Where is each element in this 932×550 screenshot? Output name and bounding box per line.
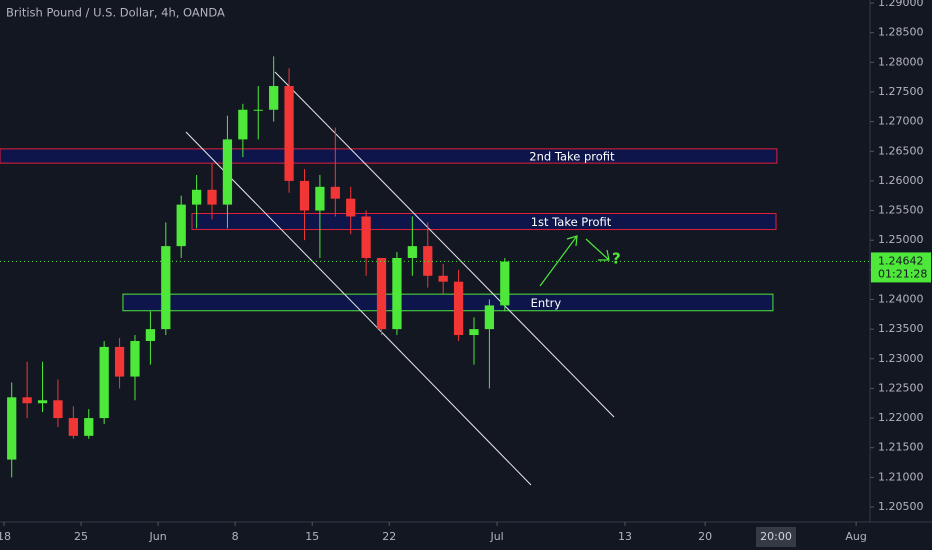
candle-body [346,198,356,217]
y-tick-label: 1.29000 [878,0,924,9]
zone [0,148,778,164]
zone [191,213,777,231]
candle-body [376,257,387,330]
x-tick-label: 22 [382,530,396,543]
x-tick-label: 8 [232,530,239,543]
x-tick-label: Jun [149,530,167,543]
projection-arrows [539,235,610,287]
countdown-label: 01:21:28 [878,267,927,280]
candle-body [145,329,156,341]
candle-body [191,189,202,205]
y-tick-label: 1.21500 [878,441,924,454]
last-price-label: 1.24642 [878,254,924,267]
candle-body [68,418,78,436]
zones: 2nd Take profit 1st Take Profit Entry [0,148,778,312]
candle-body [253,109,263,111]
crosshair-label: 20:00 [760,530,792,543]
zone-label: Entry [531,296,562,310]
candle-body [84,418,94,436]
candle-body [284,86,294,181]
candle-body [7,397,17,460]
zone [122,293,774,312]
y-tick-label: 1.23500 [878,322,924,335]
chart-title: British Pound / U.S. Dollar, 4h, OANDA [6,6,225,20]
candle-body [438,275,448,282]
y-tick-label: 1.25000 [878,233,924,246]
y-tick-label: 1.26500 [878,144,924,157]
candle-body [500,261,510,306]
y-tick-label: 1.26000 [878,174,924,187]
channel-line [185,131,532,486]
arrow [539,235,578,287]
x-tick-label: Jul [489,530,503,543]
zone-label: 2nd Take profit [529,149,615,163]
question-mark: ? [612,250,621,268]
candle-body [176,204,186,247]
candle-body [330,186,340,199]
y-tick-label: 1.24000 [878,292,924,305]
y-tick-label: 1.27000 [878,115,924,128]
y-tick-label: 1.25500 [878,204,924,217]
candle-body [315,186,325,211]
candle-body [222,139,233,205]
candle-body [423,246,433,276]
candle-body [238,109,248,140]
y-tick-label: 1.28500 [878,26,924,39]
candle-body [269,86,279,110]
arrow [585,238,610,261]
y-tick-label: 1.22500 [878,381,924,394]
y-tick-label: 1.22000 [878,411,924,424]
y-tick-label: 1.21000 [878,470,924,483]
candles [7,56,510,478]
candle-body [114,346,125,377]
x-tick-label: 18 [0,530,11,543]
candle-body [407,246,417,258]
y-tick-label: 1.20500 [878,500,924,513]
y-tick-label: 1.28000 [878,55,924,68]
crosshair-label-box [756,527,797,547]
arrow-head [598,249,610,261]
x-tick-label: 13 [618,530,632,543]
channel-line [274,71,615,418]
candle-body [22,397,32,404]
x-tick-label: 15 [305,530,319,543]
candle-body [299,180,310,211]
zone-label: 1st Take Profit [531,215,612,229]
candle-body [361,216,371,258]
candle-body [392,257,402,330]
candle-body [161,246,171,330]
x-tick-label: 25 [74,530,88,543]
last-price-box [871,252,931,283]
candle-body [453,281,464,336]
arrow-head [566,235,578,247]
candle-body [37,400,48,404]
candle-body [99,346,109,419]
x-tick-label: Aug [845,530,866,543]
y-tick-label: 1.27500 [878,85,924,98]
candle-body [53,400,63,419]
candle-body [130,340,140,377]
y-tick-label: 1.23000 [878,352,924,365]
candle-body [469,329,479,336]
candle-body [484,305,495,330]
x-tick-label: 20 [698,530,712,543]
candle-body [207,189,217,205]
